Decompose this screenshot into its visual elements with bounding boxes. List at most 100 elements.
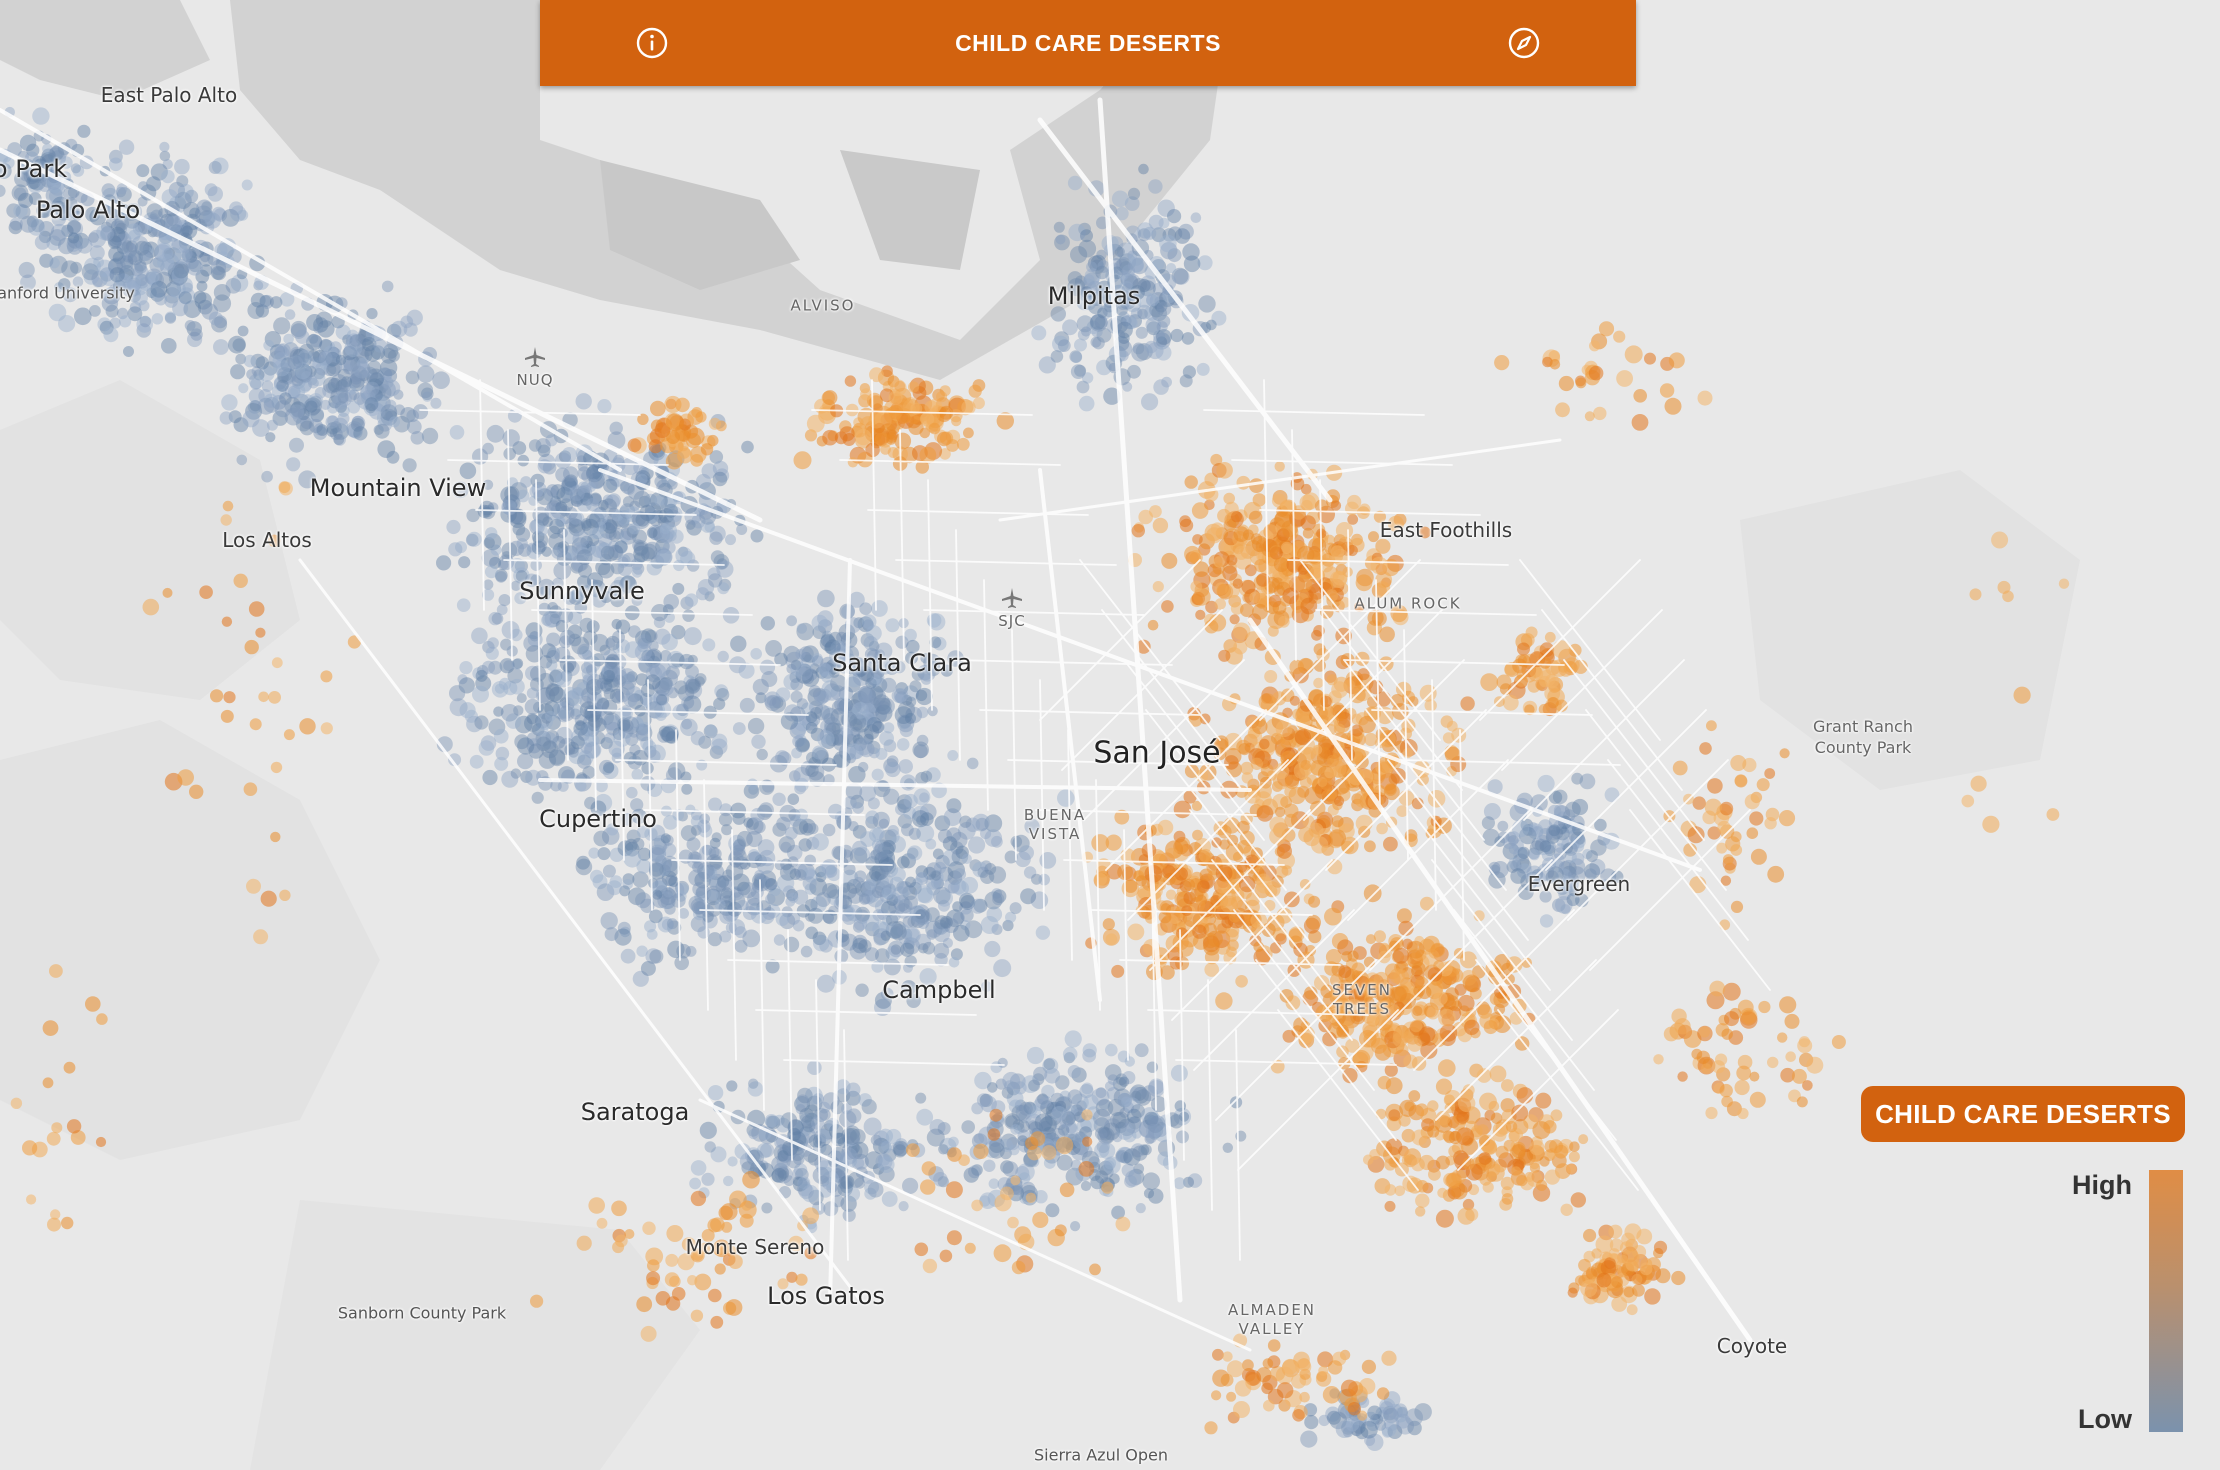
map-dot: [566, 689, 583, 706]
map-dot: [238, 383, 249, 394]
map-dot: [607, 431, 626, 450]
map-dot: [290, 401, 307, 418]
map-dot: [615, 619, 631, 635]
map-dot: [541, 643, 557, 658]
map-dot: [953, 880, 969, 896]
map-dot: [268, 350, 286, 368]
map-dot: [147, 227, 158, 238]
map-dot: [281, 368, 297, 383]
map-dot: [208, 161, 222, 174]
map-dot: [1230, 1096, 1243, 1109]
map-dot: [116, 183, 128, 195]
map-dot: [366, 308, 378, 320]
map-dot: [1229, 614, 1240, 625]
map-dot: [210, 259, 227, 276]
map-dot: [161, 253, 180, 271]
map-dot: [875, 747, 888, 760]
map-dot: [1243, 529, 1254, 541]
map-dot: [564, 480, 579, 496]
map-dot: [665, 530, 677, 542]
map-dot: [107, 231, 118, 242]
map-dot: [201, 303, 218, 320]
map-dot: [516, 489, 530, 503]
map-dot: [598, 542, 610, 554]
map-dot: [350, 372, 363, 385]
map-dot: [338, 379, 352, 392]
map-dot: [296, 378, 312, 394]
map-dot: [43, 202, 55, 213]
map-dot: [756, 856, 775, 874]
map-dot: [370, 389, 383, 402]
map-dot: [326, 381, 337, 393]
map-dot: [603, 761, 615, 774]
map-dot: [1304, 786, 1322, 805]
map-dot: [1393, 1403, 1408, 1418]
map-dot: [1500, 1176, 1515, 1191]
map-dot: [48, 229, 66, 246]
map-dot: [269, 344, 286, 360]
map-dot: [547, 525, 561, 539]
map-dot: [601, 518, 612, 529]
map-dot: [1126, 1108, 1142, 1124]
map-dot: [362, 367, 373, 378]
map-dot: [483, 579, 494, 590]
map-dot: [980, 916, 999, 934]
map-dot: [335, 390, 352, 407]
map-dot: [613, 576, 627, 589]
map-dot: [1241, 772, 1254, 784]
map-dot: [817, 589, 835, 608]
map-dot: [284, 397, 301, 414]
map-dot: [332, 417, 349, 433]
map-dot: [146, 203, 163, 220]
map-dot: [195, 269, 210, 284]
map-dot: [633, 542, 649, 557]
map-dot: [571, 636, 590, 655]
map-dot: [510, 508, 527, 525]
map-dot: [96, 259, 114, 278]
map-dot: [149, 257, 165, 273]
map-dot: [726, 1080, 738, 1092]
map-dot: [1341, 951, 1353, 962]
map-dot: [364, 345, 382, 362]
map-dot: [1330, 545, 1345, 559]
map-dot: [636, 945, 648, 957]
map-dot: [914, 885, 933, 903]
map-dot: [822, 823, 836, 837]
map-dot: [290, 401, 306, 417]
map-dot: [342, 346, 357, 361]
map-dot: [491, 612, 504, 625]
map-dot: [700, 518, 715, 533]
map-dot: [1415, 1193, 1430, 1208]
map-dot: [127, 277, 142, 292]
map-dot: [1111, 190, 1129, 208]
map-dot: [299, 394, 316, 412]
map-dot: [812, 653, 823, 664]
map-dot: [385, 410, 397, 422]
map-dot: [1082, 1048, 1097, 1063]
map-dot: [295, 415, 312, 432]
map-dot: [808, 685, 821, 698]
map-dot: [1184, 475, 1198, 489]
map-dot: [1196, 362, 1210, 376]
map-dot: [600, 520, 611, 532]
map-dot: [591, 592, 607, 608]
map-dot: [652, 509, 663, 521]
map-dot: [577, 466, 591, 480]
map-dot: [1215, 992, 1233, 1010]
map-dot: [346, 384, 357, 395]
map-dot: [1181, 332, 1195, 345]
map-dot: [332, 353, 342, 364]
map-dot: [1167, 209, 1182, 224]
map-dot: [680, 596, 694, 610]
map-dot: [323, 363, 337, 377]
map-dot: [1497, 820, 1509, 832]
map-dot: [344, 389, 357, 402]
map-dot: [1146, 292, 1160, 307]
map-dot: [402, 458, 417, 473]
map-dot: [368, 402, 386, 420]
map-dot: [73, 232, 90, 249]
map-dot: [1419, 684, 1437, 702]
map-dot: [393, 415, 411, 433]
map-dot: [557, 527, 568, 539]
